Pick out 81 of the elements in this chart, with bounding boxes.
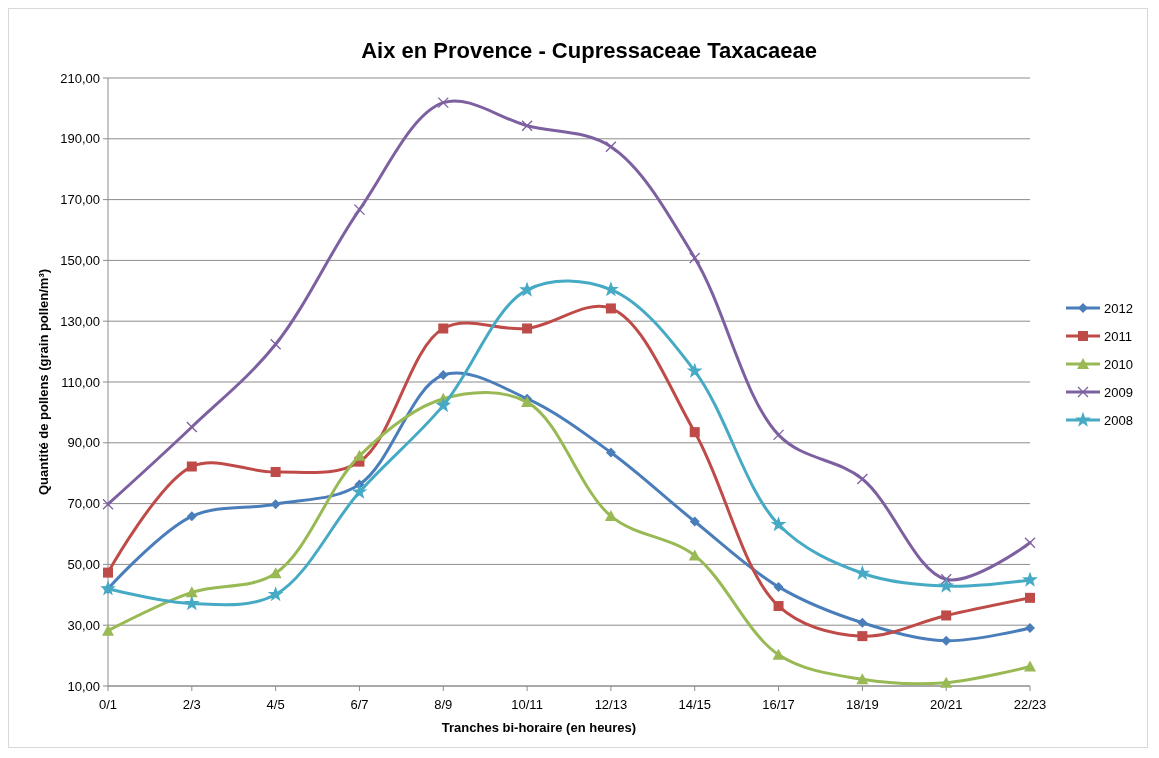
y-axis-title: Quantité de pollens (grain pollen/m³) [36,268,51,496]
legend-label: 2011 [1104,328,1132,344]
point [940,676,953,688]
x-tick-label: 4/5 [266,697,285,712]
point [856,673,869,685]
point [520,282,534,296]
point [270,499,281,510]
point [773,581,784,592]
point [102,624,114,636]
point [1025,622,1035,633]
point [185,586,198,598]
y-tick-label: 150,00 [60,252,100,268]
point [771,517,786,531]
point [103,567,113,578]
y-tick-label: 170,00 [60,192,100,208]
y-tick-label: 50,00 [67,556,100,572]
x-tick-label: 12/13 [594,697,628,712]
point [438,323,449,334]
point [352,484,367,498]
point [521,120,533,132]
x-tick-label: 10/11 [511,697,543,712]
x-tick-label: 22/23 [1013,697,1047,712]
y-tick-label: 10,00 [67,678,100,694]
chart-title: Aix en Provence - Cupressaceae Taxacaeae [361,38,817,63]
point [353,449,366,461]
point [353,203,366,216]
legend-label: 2012 [1104,300,1133,316]
y-tick-label: 210,00 [60,70,100,86]
point [605,141,617,153]
point [605,447,616,458]
point [772,648,785,660]
y-tick-label: 190,00 [60,131,100,147]
point [1024,660,1036,672]
point [689,252,701,264]
point [269,567,282,579]
point [855,566,870,580]
x-tick-label: 0/1 [98,697,118,712]
point [437,96,449,109]
y-tick-label: 110,00 [61,374,100,390]
point [268,587,283,601]
x-tick-label: 18/19 [846,697,879,712]
y-tick-label: 90,00 [67,435,100,451]
point [856,473,869,485]
point [857,631,868,642]
point [1024,537,1036,549]
point [773,601,784,612]
point [102,498,114,510]
point [270,466,281,477]
legend-label: 2010 [1104,356,1133,372]
x-axis-title: Tranches bi-horaire (en heures) [441,720,637,735]
point [687,363,702,377]
point [939,578,953,592]
point [857,617,868,628]
y-tick-label: 130,00 [60,313,100,329]
point [186,461,197,472]
point [185,596,199,610]
x-tick-label: 20/21 [929,697,963,712]
point [1023,572,1037,586]
point [940,573,952,585]
point [522,323,533,334]
point [438,370,449,381]
x-tick-label: 2/3 [182,697,201,712]
point [604,282,618,296]
legend-label: 2008 [1104,412,1133,428]
x-tick-label: 16/17 [762,697,795,712]
point [604,510,617,522]
point [689,427,700,438]
y-tick-label: 70,00 [67,496,100,512]
x-tick-label: 14/15 [678,697,711,712]
point [1025,592,1035,603]
point [436,398,451,412]
point [689,516,700,527]
point [941,610,952,621]
point [269,338,282,350]
y-tick-label: 30,00 [67,617,100,633]
x-tick-label: 6/7 [350,697,369,712]
legend-label: 2009 [1104,384,1133,400]
point [688,549,701,561]
point [605,303,616,314]
point [186,511,197,522]
x-tick-label: 8/9 [434,697,453,712]
